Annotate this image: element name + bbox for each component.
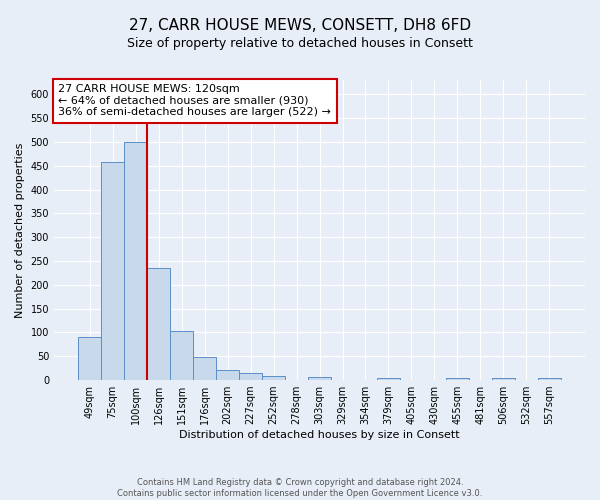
Bar (124, 142, 147, 380)
Text: Size of property relative to detached houses in Consett: Size of property relative to detached ho… (127, 38, 473, 51)
Bar (216, 370, 239, 380)
Text: 27 CARR HOUSE MEWS: 120sqm
← 64% of detached houses are smaller (930)
36% of sem: 27 CARR HOUSE MEWS: 120sqm ← 64% of deta… (58, 84, 331, 117)
Text: Contains HM Land Registry data © Crown copyright and database right 2024.
Contai: Contains HM Land Registry data © Crown c… (118, 478, 482, 498)
Bar (377, 378, 400, 380)
Bar (492, 378, 515, 380)
Bar (147, 268, 170, 380)
Bar (308, 377, 331, 380)
Bar (262, 376, 285, 380)
Bar (239, 374, 262, 380)
Text: 27, CARR HOUSE MEWS, CONSETT, DH8 6FD: 27, CARR HOUSE MEWS, CONSETT, DH8 6FD (129, 18, 471, 32)
Y-axis label: Number of detached properties: Number of detached properties (15, 142, 25, 318)
Bar (446, 378, 469, 380)
Bar (538, 378, 561, 380)
Bar (78, 337, 101, 380)
Bar (101, 162, 124, 380)
Bar (193, 357, 216, 380)
X-axis label: Distribution of detached houses by size in Consett: Distribution of detached houses by size … (179, 430, 460, 440)
Bar (170, 330, 193, 380)
